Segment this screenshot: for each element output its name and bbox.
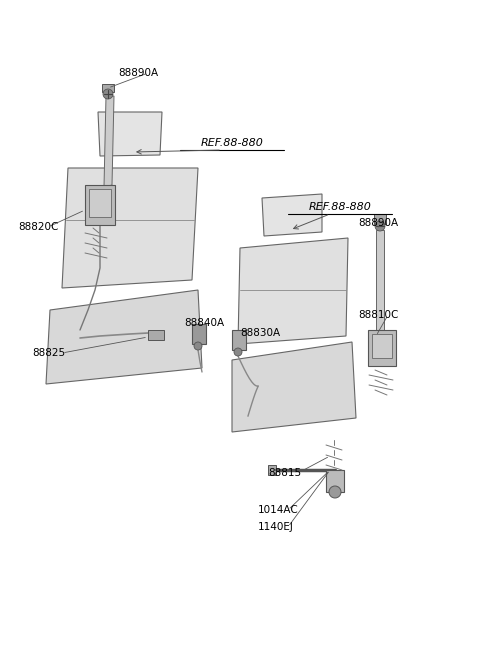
Text: 88815: 88815 (268, 468, 301, 478)
Bar (102, 84, 114, 92)
Circle shape (234, 348, 242, 356)
Polygon shape (46, 290, 202, 384)
Bar (374, 214, 386, 224)
Text: 88810C: 88810C (358, 310, 398, 320)
Text: REF.88-880: REF.88-880 (309, 202, 372, 212)
Text: 88825: 88825 (32, 348, 65, 358)
Circle shape (103, 89, 113, 99)
Circle shape (329, 486, 341, 498)
Circle shape (194, 342, 202, 350)
Text: 88890A: 88890A (118, 68, 158, 78)
Bar (232, 330, 246, 350)
Bar (89, 189, 111, 217)
Polygon shape (262, 194, 322, 236)
Polygon shape (238, 238, 348, 344)
Bar (326, 470, 344, 492)
Text: 88840A: 88840A (184, 318, 224, 328)
Polygon shape (232, 342, 356, 432)
Bar (148, 330, 164, 340)
Polygon shape (62, 168, 198, 288)
Text: 88820C: 88820C (18, 222, 59, 232)
Bar (372, 334, 392, 358)
Text: REF.88-880: REF.88-880 (201, 138, 264, 148)
Bar (85, 185, 115, 225)
Text: 88890A: 88890A (358, 218, 398, 228)
Text: 1140EJ: 1140EJ (258, 522, 294, 532)
Bar (192, 324, 206, 344)
Text: 1014AC: 1014AC (258, 505, 299, 515)
Bar (368, 330, 396, 366)
Polygon shape (98, 112, 162, 156)
Circle shape (375, 221, 385, 231)
Bar (268, 465, 276, 475)
Polygon shape (104, 96, 114, 187)
Polygon shape (376, 230, 384, 330)
Text: 88830A: 88830A (240, 328, 280, 338)
